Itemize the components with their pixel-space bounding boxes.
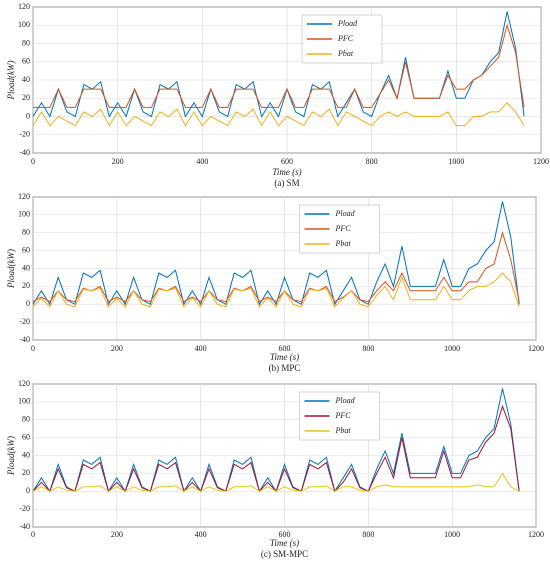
legend-label: PFC [337,34,354,43]
x-tick-label: 0 [31,344,35,353]
series-line [32,472,520,492]
legend-label: Pbat [335,426,352,435]
y-tick-label: 40 [22,75,30,84]
y-tick-label: 20 [22,281,30,290]
x-tick-label: 1200 [528,530,544,539]
y-tick-label: -40 [19,148,30,157]
y-tick-label: 0 [26,111,30,120]
x-tick-label: 600 [281,157,293,166]
x-tick-label: 400 [195,530,207,539]
y-tick-label: -20 [19,130,30,139]
y-tick-label: 0 [26,486,30,495]
series-line [33,23,525,108]
legend-label: PFC [335,224,352,233]
x-tick-label: 800 [362,530,374,539]
y-axis-label: Pload(kW) [6,61,16,101]
y-tick-label: 60 [22,245,30,254]
x-tick-label: 0 [31,157,35,166]
caption: (a) SM [274,178,299,188]
x-tick-label: 1000 [448,157,464,166]
y-tick-label: 80 [22,38,30,47]
y-axis-label: Pload(kW) [6,249,16,289]
legend-label: Pload [335,209,356,218]
x-tick-label: 1000 [444,344,460,353]
legend-label: Pbat [337,49,354,58]
y-tick-label: 100 [18,210,30,219]
y-tick-label: 100 [18,397,30,406]
y-tick-label: 120 [18,192,30,201]
x-tick-label: 800 [362,344,374,353]
y-tick-label: 120 [18,379,30,388]
y-tick-label: 20 [22,93,30,102]
x-tick-label: 600 [279,344,291,353]
series-line [32,102,525,127]
legend-label: PFC [335,411,352,420]
y-tick-label: 40 [22,450,30,459]
caption: (b) MPC [269,363,301,373]
x-tick-label: 1200 [533,157,549,166]
series-line [32,272,520,308]
y-tick-label: 120 [18,2,30,11]
x-tick-label: 800 [366,157,378,166]
y-tick-label: -40 [19,522,30,531]
x-tick-label: 200 [111,530,123,539]
series-line [32,201,520,306]
x-tick-label: 200 [112,157,124,166]
y-tick-label: 0 [26,299,30,308]
x-axis-label: Time (s) [272,167,301,177]
legend-label: Pbat [335,239,352,248]
series-line [32,231,520,303]
y-tick-label: 80 [22,415,30,424]
y-tick-label: 60 [22,432,30,441]
caption: (c) SM-MPC [261,549,308,559]
y-tick-label: -20 [19,317,30,326]
x-tick-label: 400 [196,157,208,166]
legend-label: Pload [335,396,356,405]
y-tick-label: -40 [19,335,30,344]
x-tick-label: 0 [31,530,35,539]
y-tick-label: 40 [22,263,30,272]
x-tick-label: 1200 [528,344,544,353]
y-tick-label: 80 [22,228,30,237]
x-axis-label: Time (s) [270,352,299,362]
y-tick-label: 100 [18,20,30,29]
legend-label: Pload [337,19,358,28]
y-tick-label: -20 [19,504,30,513]
x-tick-label: 600 [279,530,291,539]
y-axis-label: Pload(kW) [6,436,16,476]
y-tick-label: 20 [22,468,30,477]
x-axis-label: Time (s) [270,538,299,548]
x-tick-label: 1000 [444,530,460,539]
x-tick-label: 400 [195,344,207,353]
x-tick-label: 200 [111,344,123,353]
y-tick-label: 60 [22,57,30,66]
